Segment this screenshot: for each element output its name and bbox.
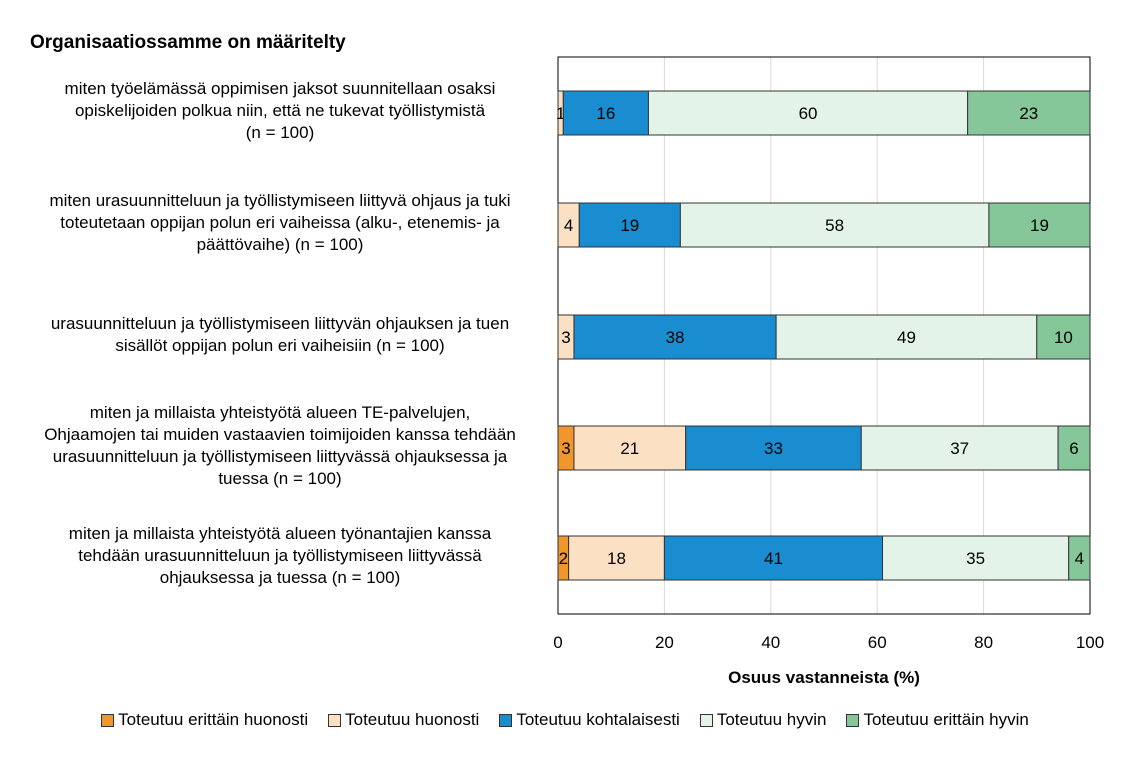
data-label: 1 [556,104,565,123]
bar-segment [573,314,777,360]
category-label-line: tuessa (n = 100) [218,469,342,488]
legend-swatch [846,713,860,727]
legend-label: Toteutuu erittäin hyvin [863,710,1029,729]
data-label: 4 [1075,549,1084,568]
legend-label: Toteutuu kohtalaisesti [516,710,680,729]
data-label: 35 [966,549,985,568]
category-label-line: Ohjaamojen tai muiden vastaavien toimijo… [44,425,516,444]
data-label: 2 [559,549,568,568]
data-label: 23 [1019,104,1038,123]
category-label-line: opiskelijoiden polkua niin, että ne tuke… [74,101,486,120]
legend-item: Toteutuu hyvin [699,710,827,730]
legend: Toteutuu erittäin huonosti Toteutuu huono… [0,710,1130,730]
bar-segment [1036,314,1091,360]
category-label-line: päättövaihe) (n = 100) [196,235,364,254]
data-label: 19 [620,216,639,235]
bar-segment [1057,425,1091,471]
bar-segment [1068,535,1091,581]
data-label: 19 [1030,216,1049,235]
data-label: 4 [564,216,573,235]
bar-segment [988,202,1091,248]
category-label-line: ohjauksessa ja tuessa (n = 100) [159,568,401,587]
legend-item: Toteutuu huonosti [328,710,479,730]
category-label: miten ja millaista yhteistyötä alueen TE… [0,402,560,490]
data-label: 37 [950,439,969,458]
data-label: 58 [825,216,844,235]
legend-swatch [328,713,342,727]
category-label-line: sisällöt oppijan polun eri vaiheisiin (n… [115,336,445,355]
data-label: 16 [596,104,615,123]
data-label: 6 [1069,439,1078,458]
data-label: 60 [799,104,818,123]
category-label: miten työelämässä oppimisen jaksot suunn… [0,78,560,144]
legend-label: Toteutuu huonosti [345,710,480,729]
bar-segment [860,425,1059,471]
bar-segment [882,535,1070,581]
category-label-line: miten urasuunnitteluun ja työllistymisee… [49,191,511,210]
bar-segment [775,314,1038,360]
bar-segment [562,90,649,136]
bar-segment [647,90,969,136]
legend-item: Toteutuu erittäin hyvin [846,710,1029,730]
bar-segment [573,425,687,471]
data-label: 49 [897,328,916,347]
legend-label: Toteutuu erittäin huonosti [118,710,309,729]
data-label: 21 [620,439,639,458]
x-axis-title: Osuus vastanneista (%) [728,668,920,687]
category-label: miten urasuunnitteluun ja työllistymisee… [0,190,560,256]
data-label: 10 [1054,328,1073,347]
bar-segment [679,202,990,248]
category-label-line: (n = 100) [245,123,315,142]
legend-label: Toteutuu hyvin [716,710,827,729]
legend-swatch [699,713,713,727]
legend-item: Toteutuu kohtalaisesti [499,710,680,730]
x-tick-label: 100 [1076,633,1104,652]
data-label: 41 [764,549,783,568]
bar-segment [967,90,1091,136]
x-tick-label: 60 [868,633,887,652]
category-label-line: urasuunnitteluun ja työllistymiseen liit… [52,447,508,466]
x-tick-label: 20 [655,633,674,652]
data-label: 3 [561,439,570,458]
data-label: 18 [607,549,626,568]
category-label-line: miten ja millaista yhteistyötä alueen TE… [89,403,471,422]
category-label-line: tehdään urasuunnitteluun ja työllistymis… [78,546,482,565]
x-tick-label: 0 [553,633,562,652]
data-label: 33 [764,439,783,458]
x-tick-label: 40 [761,633,780,652]
bar-segment [663,535,884,581]
category-label: urasuunnitteluun ja työllistymiseen liit… [0,313,560,357]
data-label: 3 [561,328,570,347]
category-label-line: urasuunnitteluun ja työllistymiseen liit… [50,314,510,333]
chart-title: Organisaatiossamme on määritelty [30,32,346,53]
legend-swatch [101,713,115,727]
category-label-line: miten ja millaista yhteistyötä alueen ty… [68,524,492,543]
x-tick-label: 80 [974,633,993,652]
legend-item: Toteutuu erittäin huonosti [101,710,308,730]
bar-segment [578,202,681,248]
category-label-line: toteutetaan oppijan polun eri vaiheissa … [60,213,500,232]
data-label: 38 [666,328,685,347]
legend-swatch [499,713,513,727]
bar-segment [685,425,862,471]
category-label: miten ja millaista yhteistyötä alueen ty… [0,523,560,589]
category-label-line: miten työelämässä oppimisen jaksot suunn… [64,79,496,98]
